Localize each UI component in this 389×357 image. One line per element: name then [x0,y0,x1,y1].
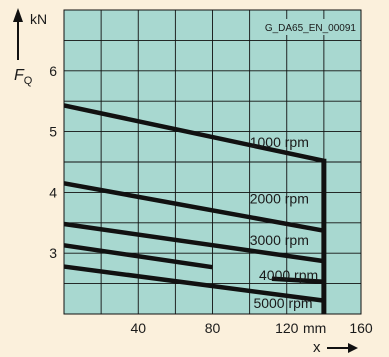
series-label: 1000 rpm [250,134,309,150]
y-tick-label: 3 [49,245,57,261]
series-labels: 1000 rpm 2000 rpm 3000 rpm 4000 rpm 5000 rpm [250,134,318,311]
series-label: 3000 rpm [250,232,309,248]
y-tick-label: 6 [49,63,57,79]
x-tick-labels: 40 80 120 160 [130,320,372,336]
y-unit-label: kN [30,11,47,27]
x-axis-arrow-icon [348,343,358,353]
x-tick-label: 40 [130,320,146,336]
series-line [63,103,325,163]
series-line-segment [271,276,325,285]
series-lines [63,103,327,314]
x-unit-label: mm [303,320,326,336]
code-label-box [256,19,357,35]
series-line [63,181,325,233]
series-label: 5000 rpm [253,295,312,311]
y-axis-symbol-sub: Q [24,75,33,87]
y-tick-label: 4 [49,184,57,200]
series-label: 4000 rpm [259,267,318,283]
series-label: 2000 rpm [250,190,309,206]
code-label: G_DA65_EN_00091 [265,23,357,34]
x-tick-label: 160 [349,320,373,336]
y-tick-label: 5 [49,124,57,140]
y-axis-symbol-main: F [14,67,25,84]
series-line [63,264,325,303]
y-axis-symbol: FQ [14,67,33,87]
series-line [63,221,325,264]
series-line [63,243,213,270]
x-axis-symbol: x [313,339,321,356]
x-tick-label: 80 [205,320,221,336]
x-tick-label: 120 [275,320,299,336]
y-axis-arrow-icon [13,8,23,22]
y-tick-labels: 3 4 5 6 [49,63,57,261]
